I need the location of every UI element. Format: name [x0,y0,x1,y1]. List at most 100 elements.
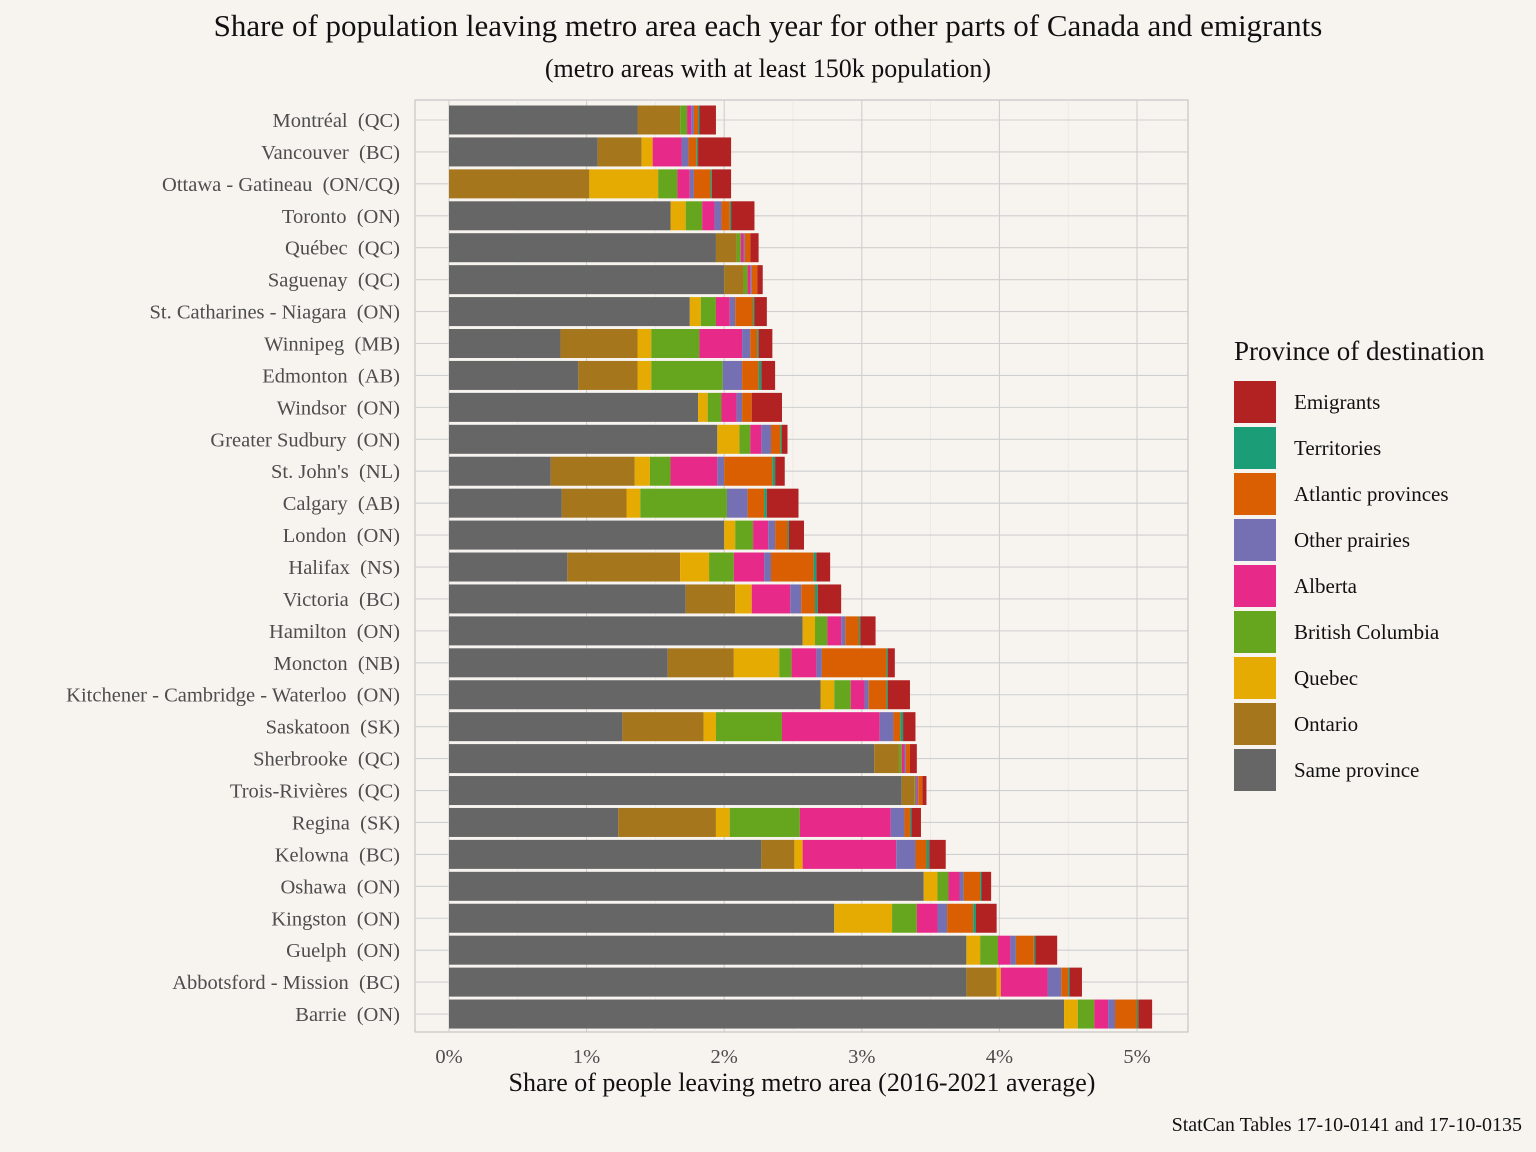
bar-segment-emigrants [758,329,773,359]
y-tick-label: Kingston (ON) [271,908,400,930]
bar-segment-other-prairies [816,648,822,678]
y-axis-labels: Montréal (QC) Vancouver (BC) Ottawa - Gati… [66,110,400,1026]
bar-segment-british-columbia [815,616,828,646]
bar-segment-alberta [733,552,765,582]
bar-segment-alberta [948,871,960,901]
bar-segment-same-province [449,744,875,774]
legend-swatch [1234,657,1276,699]
bar-segment-same-province [449,392,699,422]
bar-segment-same-province [449,776,902,806]
bar-segment-quebec [724,520,736,550]
bar-segment-ontario [901,776,915,806]
y-tick-label: Winnipeg (MB) [264,334,400,356]
bar-segment-atlantic-provinces [821,648,887,678]
y-tick-label: Calgary (AB) [283,493,400,515]
bar-segment-atlantic-provinces [915,839,927,869]
bar-segment-same-province [449,871,924,901]
y-tick-label: Halifax (NS) [288,557,400,579]
y-tick-label: St. Catharines - Niagara (ON) [150,302,400,324]
bar-segment-ontario [561,488,627,518]
bar-segment-ontario [622,712,704,742]
bar-segment-same-province [449,903,835,933]
bar-segment-ontario [597,137,642,167]
bar-segment-atlantic-provinces [735,297,754,327]
bar-stacks [449,105,1153,1029]
bar-segment-territories [1068,967,1070,997]
y-tick-label: Oshawa (ON) [280,876,400,898]
legend-label: Atlantic provinces [1294,481,1449,506]
bar-segment-same-province [449,360,579,390]
bar-segment-emigrants [761,360,776,390]
legend-label: Emigrants [1294,389,1381,414]
bar-segment-quebec [1064,999,1078,1029]
bar-segment-atlantic-provinces [905,744,910,774]
bar-segment-emigrants [750,233,759,263]
bar-segment-atlantic-provinces [868,680,887,710]
bar-segment-same-province [449,105,638,135]
bar-segment-atlantic-provinces [724,456,773,486]
legend-swatch [1234,381,1276,423]
legend-label: Other prairies [1294,527,1411,552]
bar-segment-alberta [751,584,791,614]
bar-segment-same-province [449,456,551,486]
bar-segment-territories [813,552,817,582]
bar-segment-atlantic-provinces [693,105,699,135]
bar-segment-alberta [702,201,715,231]
bar-segment-british-columbia [715,712,782,742]
bar-segment-same-province [449,233,716,263]
bar-segment-other-prairies [743,233,745,263]
legend-item: Alberta [1234,563,1524,609]
bar-segment-quebec [589,169,659,199]
bar-segment-british-columbia [640,488,727,518]
bar-segment-atlantic-provinces [751,265,758,295]
bar-segment-alberta [721,392,737,422]
y-tick-label: Regina (SK) [292,812,400,834]
bar-segment-atlantic-provinces [747,488,765,518]
bar-segment-same-province [449,584,686,614]
y-tick-label: Windsor (ON) [277,397,400,419]
bar-segment-other-prairies [689,169,694,199]
bar-segment-british-columbia [709,552,734,582]
bar-segment-other-prairies [1010,935,1016,965]
bar-segment-atlantic-provinces [742,392,752,422]
legend-item: British Columbia [1234,609,1524,655]
bar-segment-quebec [637,329,652,359]
legend-item: Quebec [1234,655,1524,701]
bar-segment-same-province [449,999,1065,1029]
bar-segment-alberta [687,105,692,135]
bar-segment-quebec [802,616,816,646]
bar-segment-territories [710,169,712,199]
bar-segment-british-columbia [680,105,688,135]
x-tick-label: 5% [1123,1046,1150,1068]
legend-label: British Columbia [1294,619,1440,644]
legend-item: Territories [1234,425,1524,471]
bar-segment-ontario [578,360,638,390]
legend-label: Territories [1294,435,1382,460]
chart-title: Share of population leaving metro area e… [213,8,1323,43]
bar-segment-same-province [449,967,967,997]
bar-segment-territories [696,137,699,167]
bar-segment-british-columbia [651,360,723,390]
bar-segment-emigrants [887,680,910,710]
bar-segment-same-province [449,839,762,869]
bar-segment-british-columbia [937,871,949,901]
legend-item: Ontario [1234,701,1524,747]
bar-segment-same-province [449,329,561,359]
bar-segment-other-prairies [736,392,743,422]
bar-segment-emigrants [903,712,916,742]
bar-segment-british-columbia [707,392,722,422]
bar-segment-same-province [449,297,690,327]
bar-segment-atlantic-provinces [742,360,759,390]
bar-segment-same-province [449,552,568,582]
bar-segment-quebec [794,839,803,869]
bar-segment-british-columbia [898,744,902,774]
bar-segment-territories [758,360,762,390]
bar-segment-same-province [449,201,671,231]
bar-segment-other-prairies [937,903,948,933]
bar-segment-other-prairies [959,871,964,901]
bar-segment-quebec [641,137,653,167]
bar-segment-other-prairies [841,616,846,646]
bar-segment-ontario [761,839,795,869]
legend-item: Same province [1234,747,1524,793]
bar-segment-ontario [637,105,681,135]
